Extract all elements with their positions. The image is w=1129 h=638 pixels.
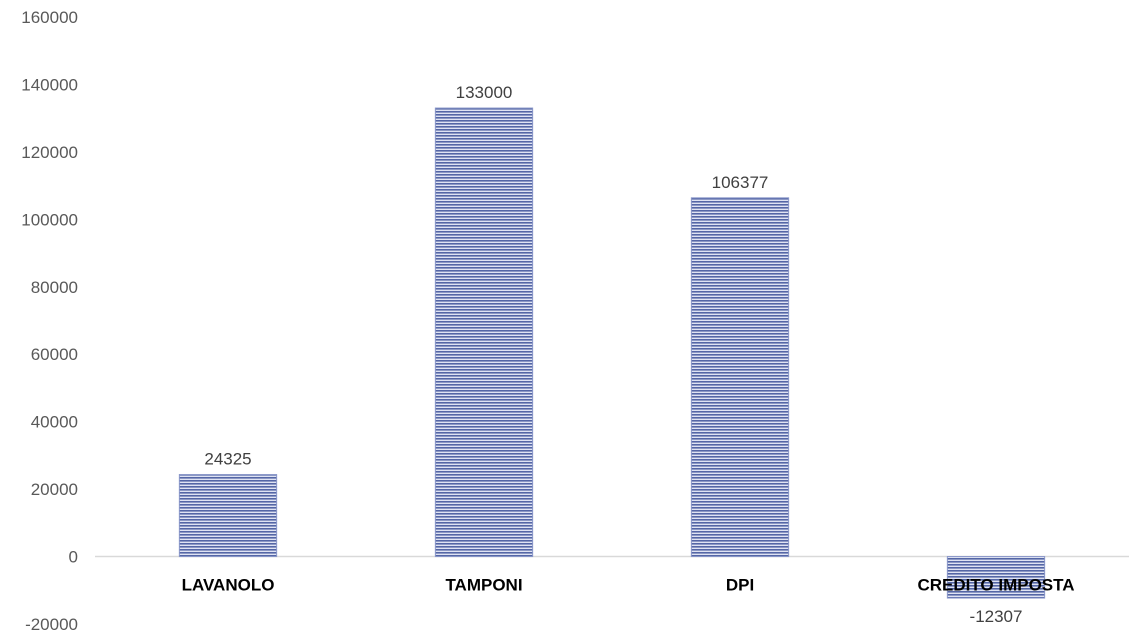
- y-tick-label: 120000: [21, 143, 78, 162]
- y-tick-label: 80000: [31, 278, 78, 297]
- data-label: 133000: [456, 83, 513, 102]
- y-tick-label: -20000: [25, 615, 78, 634]
- data-label: 106377: [712, 173, 769, 192]
- y-tick-label: 20000: [31, 480, 78, 499]
- y-tick-label: 160000: [21, 8, 78, 27]
- bar: [178, 474, 278, 558]
- y-tick-label: 40000: [31, 413, 78, 432]
- data-label: 24325: [204, 450, 251, 469]
- category-label: CREDITO IMPOSTA: [917, 576, 1074, 595]
- y-tick-label: 0: [69, 548, 78, 567]
- bar: [946, 556, 1046, 599]
- category-label: LAVANOLO: [182, 576, 275, 595]
- y-axis-tick-labels: -20000 0 20000 40000 60000 80000 100000 120000 1…: [21, 8, 78, 634]
- category-label: DPI: [726, 576, 754, 595]
- category-labels-group: LAVANOLO TAMPONI DPI CREDITO IMPOSTA: [182, 576, 1075, 595]
- data-labels-group: 24325 133000 106377 -12307: [204, 83, 1022, 626]
- bar: [434, 107, 534, 558]
- bars-group: [178, 107, 1046, 599]
- y-tick-label: 100000: [21, 210, 78, 229]
- category-label: TAMPONI: [445, 576, 522, 595]
- data-label: -12307: [970, 607, 1023, 626]
- bar: [690, 197, 790, 558]
- y-tick-label: 140000: [21, 75, 78, 94]
- y-tick-label: 60000: [31, 345, 78, 364]
